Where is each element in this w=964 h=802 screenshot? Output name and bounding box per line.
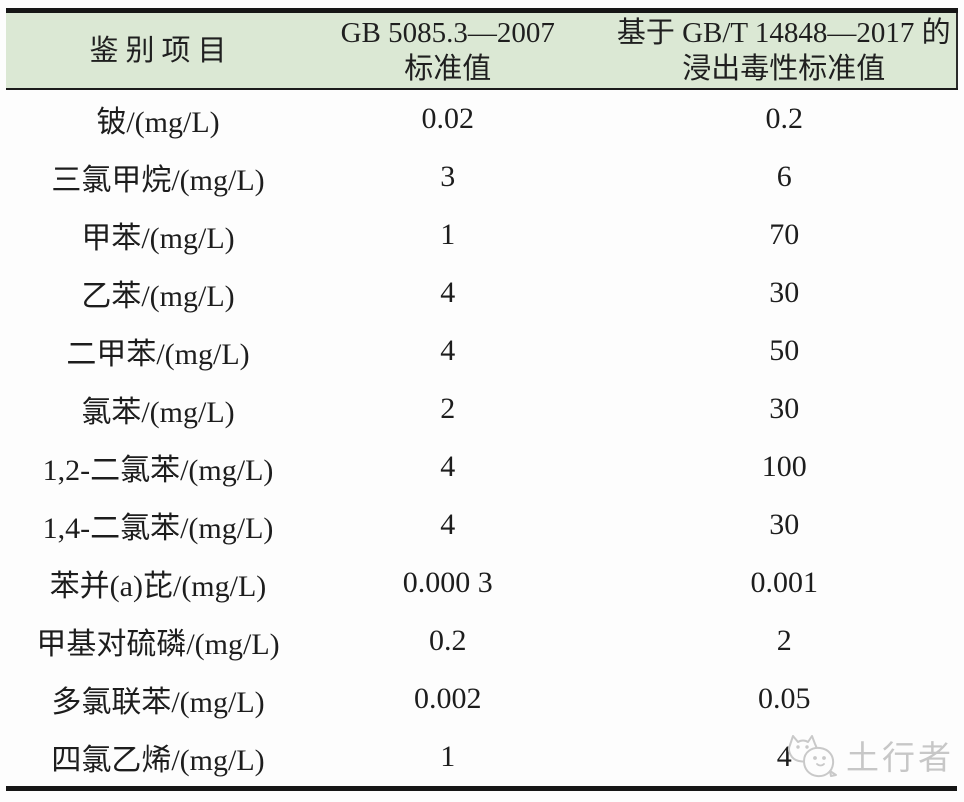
gb5085-value-cell: 0.000 3 (402, 566, 493, 599)
table-row: 苯并(a)芘/(mg/L) 0.000 3 0.001 (6, 554, 957, 612)
gbt14848-value-cell: 2 (776, 624, 792, 657)
row-item-label: 氯苯/(mg/L) (81, 396, 235, 429)
gb5085-value-cell: 4 (440, 276, 456, 309)
gb5085-value-cell: 4 (440, 508, 456, 541)
table-row: 甲苯/(mg/L) 1 70 (6, 206, 957, 264)
gbt14848-value-cell: 0.001 (750, 566, 819, 599)
row-item-label: 铍/(mg/L) (96, 106, 220, 139)
col-header-gbt14848: 基于 GB/T 14848—2017 的 浸出毒性标准值 (585, 10, 958, 90)
table-row: 1,4-二氯苯/(mg/L) 4 30 (6, 496, 957, 554)
table-row: 二甲苯/(mg/L) 4 50 (6, 322, 957, 380)
header-row: 鉴别项目 GB 5085.3—2007 标准值 基于 GB/T 14848—20… (6, 10, 958, 90)
gb5085-value-cell: 4 (440, 334, 456, 367)
gb5085-value-cell: 1 (440, 740, 456, 773)
table-row: 甲基对硫磷/(mg/L) 0.2 2 (6, 612, 957, 670)
table-row: 铍/(mg/L) 0.02 0.2 (6, 89, 957, 148)
col-header-gb5085: GB 5085.3—2007 标准值 (310, 10, 586, 90)
row-item-label: 三氯甲烷/(mg/L) (51, 164, 265, 197)
gbt14848-value-cell: 4 (776, 740, 792, 773)
table-body: 铍/(mg/L) 0.02 0.2 三氯甲烷/(mg/L) 3 6 甲苯/(mg/L) 1 70… (6, 89, 957, 789)
gbt14848-value-cell: 30 (769, 276, 800, 309)
row-item-label: 二甲苯/(mg/L) (66, 338, 250, 371)
gb5085-value-cell: 0.2 (429, 624, 467, 657)
gb5085-value-cell: 3 (440, 160, 456, 193)
gbt14848-value-cell: 50 (769, 334, 800, 367)
row-item-label: 甲苯/(mg/L) (81, 222, 235, 255)
row-item-label: 四氯乙烯/(mg/L) (51, 744, 265, 777)
gb5085-value-cell: 2 (440, 392, 456, 425)
gbt14848-value-cell: 0.2 (765, 102, 804, 135)
gb5085-value-cell: 4 (440, 450, 456, 483)
table-row: 三氯甲烷/(mg/L) 3 6 (6, 148, 957, 206)
col-header-gbt14848-line1: 基于 GB/T 14848—2017 的 (616, 16, 951, 49)
toxicity-standards-table: 鉴别项目 GB 5085.3—2007 标准值 基于 GB/T 14848—20… (6, 8, 958, 791)
table-row: 四氯乙烯/(mg/L) 1 4 (6, 728, 957, 789)
row-item-label: 1,4-二氯苯/(mg/L) (42, 512, 274, 545)
row-item-label: 多氯联苯/(mg/L) (51, 686, 265, 719)
row-item-label: 1,2-二氯苯/(mg/L) (42, 454, 274, 487)
table-row: 1,2-二氯苯/(mg/L) 4 100 (6, 438, 957, 496)
gbt14848-value-cell: 30 (769, 392, 800, 425)
row-item-label: 甲基对硫磷/(mg/L) (36, 628, 280, 661)
table-header: 鉴别项目 GB 5085.3—2007 标准值 基于 GB/T 14848—20… (6, 10, 958, 90)
gbt14848-value-cell: 100 (761, 450, 807, 483)
col-header-item: 鉴别项目 (6, 10, 310, 90)
col-header-item-label: 鉴别项目 (89, 34, 234, 67)
table-row: 乙苯/(mg/L) 4 30 (6, 264, 957, 322)
gb5085-value-cell: 1 (440, 218, 456, 251)
gb5085-value-cell: 0.002 (414, 682, 482, 715)
row-item-label: 乙苯/(mg/L) (81, 280, 235, 313)
col-header-gb5085-line2: 标准值 (404, 52, 492, 85)
gbt14848-value-cell: 30 (769, 508, 800, 541)
table-row: 多氯联苯/(mg/L) 0.002 0.05 (6, 670, 957, 728)
col-header-gb5085-line1: GB 5085.3—2007 (340, 16, 555, 49)
gbt14848-value-cell: 70 (769, 218, 800, 251)
row-item-label: 苯并(a)芘/(mg/L) (49, 570, 267, 603)
gbt14848-value-cell: 0.05 (758, 682, 811, 715)
gbt14848-value-cell: 6 (776, 160, 792, 193)
table-row: 氯苯/(mg/L) 2 30 (6, 380, 957, 438)
col-header-gbt14848-line2: 浸出毒性标准值 (682, 52, 886, 85)
gb5085-value-cell: 0.02 (421, 102, 475, 135)
